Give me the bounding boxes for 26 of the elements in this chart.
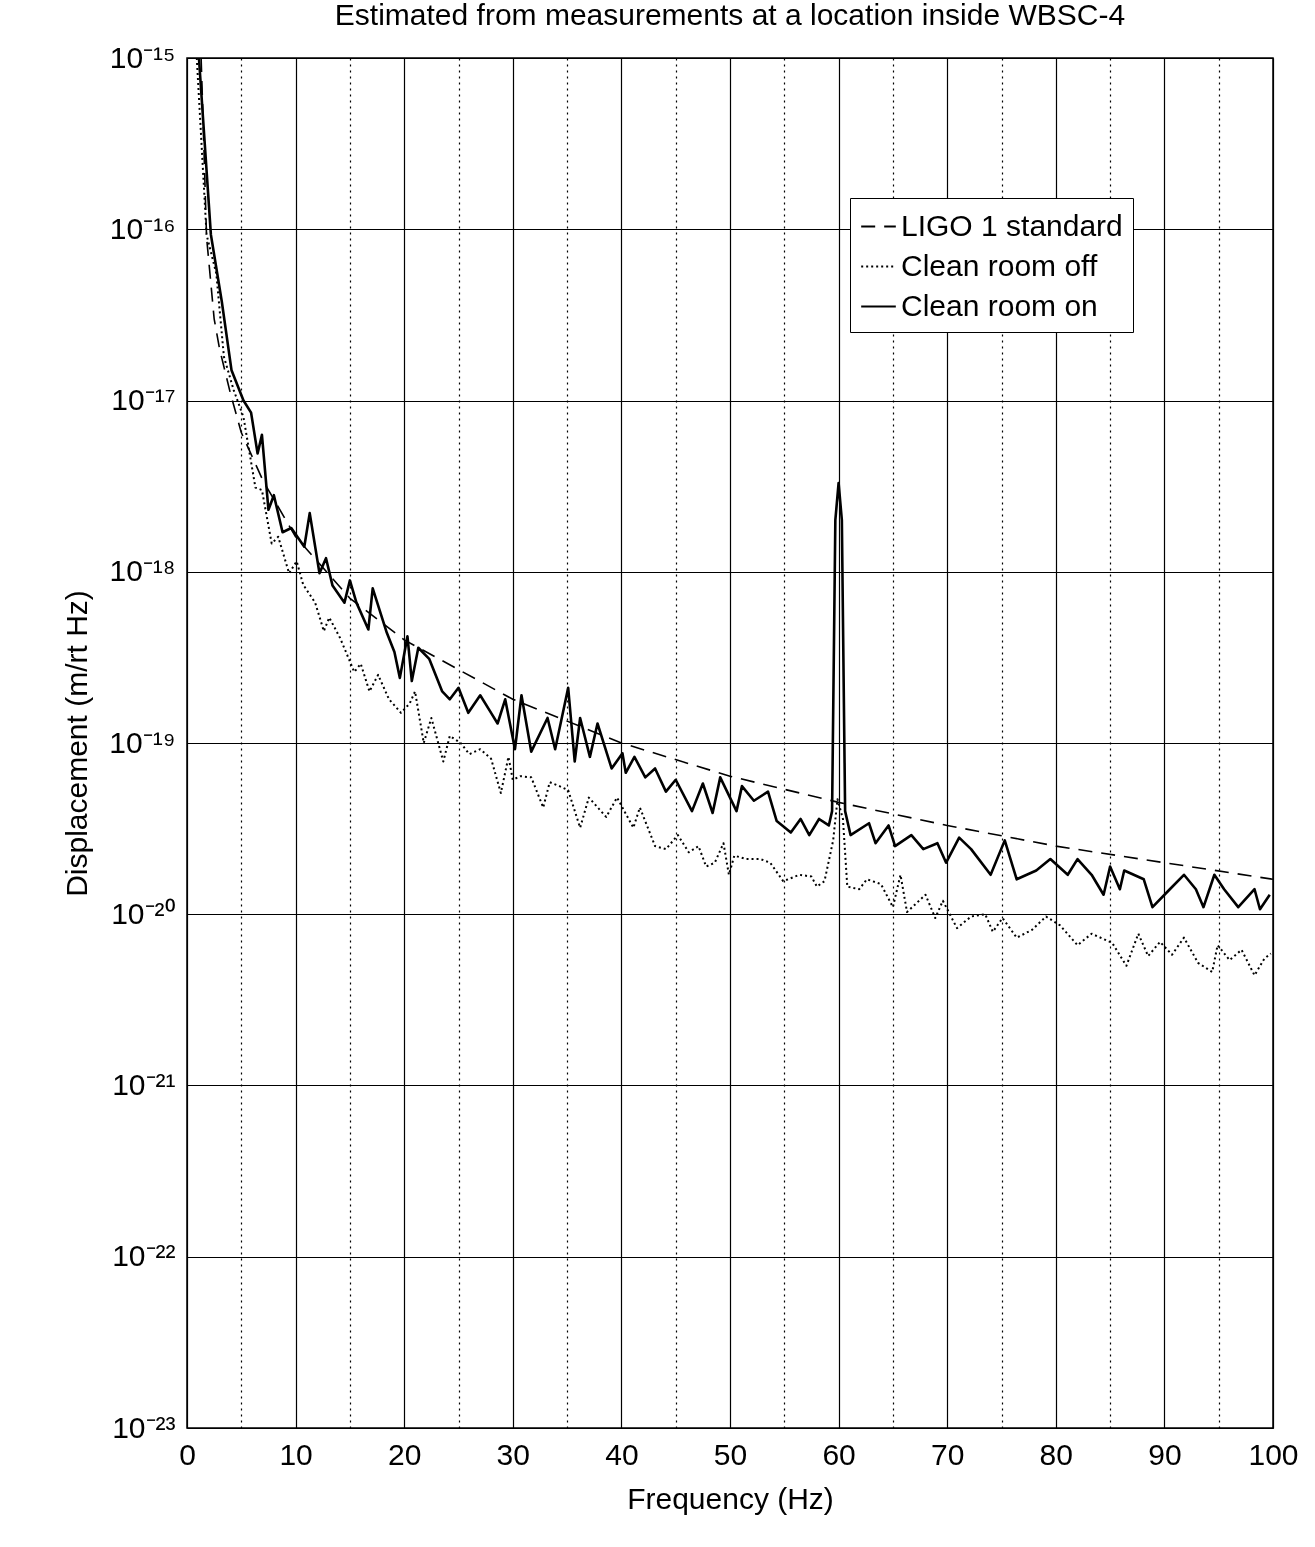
- x-axis-title: Frequency (Hz): [627, 1481, 834, 1515]
- y-tick-label: 10⁻¹⁶: [109, 211, 176, 245]
- x-tick-label: 90: [1148, 1437, 1182, 1471]
- x-tick-label: 0: [179, 1437, 196, 1471]
- y-tick-label: 10⁻¹⁵: [109, 40, 176, 74]
- x-tick-label: 100: [1248, 1437, 1299, 1471]
- chart-title: Estimated from measurements at a location inside WBSC-4: [334, 0, 1126, 31]
- x-tick-label: 60: [822, 1437, 856, 1471]
- x-tick-label: 30: [496, 1437, 530, 1471]
- y-axis-title: Displacement (m/rt Hz): [60, 590, 94, 897]
- x-tick-label: 10: [279, 1437, 313, 1471]
- legend-label: LIGO 1 standard: [901, 208, 1123, 242]
- x-tick-label: 50: [713, 1437, 748, 1471]
- legend-label: Clean room off: [901, 248, 1098, 282]
- x-tick-label: 20: [388, 1437, 422, 1471]
- y-tick-label: 10⁻²²: [112, 1239, 176, 1273]
- y-tick-label: 10⁻²³: [112, 1410, 176, 1444]
- y-tick-label: 10⁻²⁰: [111, 896, 176, 930]
- y-tick-label: 10⁻²¹: [112, 1068, 176, 1101]
- x-tick-label: 40: [605, 1437, 639, 1471]
- y-tick-label: 10⁻¹⁷: [111, 383, 176, 416]
- x-tick-label: 80: [1039, 1437, 1073, 1471]
- legend-label: Clean room on: [901, 288, 1098, 322]
- y-tick-label: 10⁻¹⁹: [109, 725, 176, 759]
- y-tick-label: 10⁻¹⁸: [109, 554, 176, 588]
- x-tick-label: 70: [931, 1437, 965, 1471]
